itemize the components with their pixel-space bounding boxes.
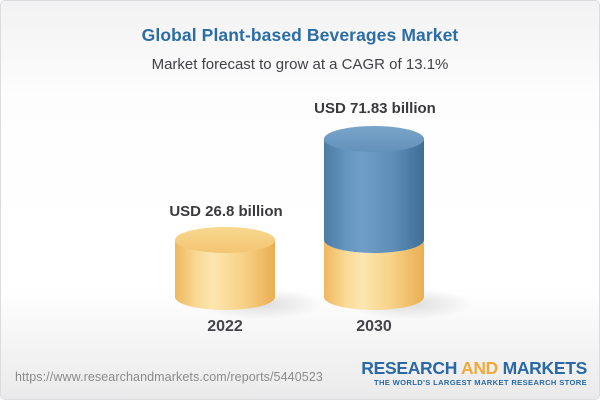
category-label-2022: 2022 [207, 318, 243, 335]
chart-title: Global Plant-based Beverages Market [141, 25, 459, 45]
bar-2022-cylinder [175, 227, 275, 310]
bar-2030-cylinder [324, 126, 424, 310]
value-label-2022: USD 26.8 billion [169, 203, 283, 220]
chart-subtitle: Market forecast to grow at a CAGR of 13.… [151, 56, 449, 73]
logo-word-markets: MARKETS [502, 358, 588, 378]
bar-2022-body [175, 240, 275, 310]
logo-wordmark: RESEARCH AND MARKETS [361, 359, 587, 377]
logo-word-and: AND [460, 358, 498, 378]
value-label-2030: USD 71.83 billion [314, 100, 436, 117]
research-and-markets-logo: RESEARCH AND MARKETS THE WORLD'S LARGEST… [361, 359, 587, 387]
bar-2030-top-ellipse [324, 126, 424, 152]
category-label-2030: 2030 [356, 318, 392, 335]
bar-2030-blue-body [324, 139, 424, 253]
logo-word-research: RESEARCH [361, 358, 458, 378]
bar-2030-gold-base [324, 240, 424, 310]
report-url: https://www.researchandmarkets.com/repor… [15, 370, 323, 384]
bar-2022-top-ellipse [175, 227, 275, 253]
logo-tagline: THE WORLD'S LARGEST MARKET RESEARCH STOR… [373, 378, 587, 388]
